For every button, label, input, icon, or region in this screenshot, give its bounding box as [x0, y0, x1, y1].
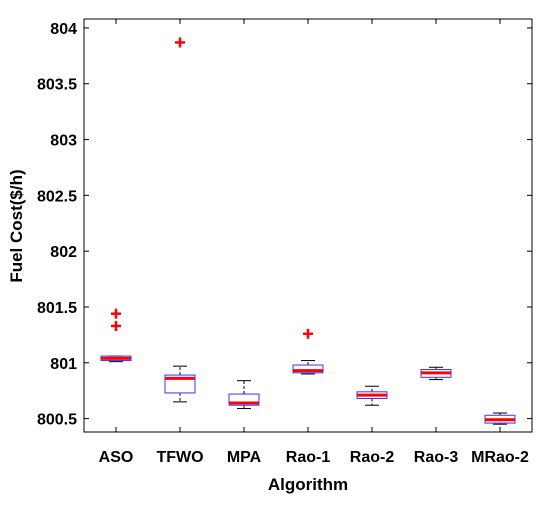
x-tick-label: Rao-1 [286, 449, 331, 466]
y-axis-label: Fuel Cost($/h) [7, 169, 26, 282]
box-iqr [164, 374, 196, 394]
outlier-marker [175, 37, 185, 48]
x-axis: ASO TFWO MPA Rao-1 Rao-2 Rao-3 MRao-2 [99, 19, 529, 466]
x-axis-label: Algorithm [268, 475, 348, 494]
box-tfwo [164, 37, 196, 403]
y-tick-label: 803 [50, 133, 77, 150]
y-tick-label: 801.5 [37, 300, 77, 317]
box-rao-1 [292, 328, 324, 375]
x-tick-label: TFWO [156, 449, 203, 466]
box-aso [100, 308, 132, 363]
y-tick-label: 804 [50, 21, 77, 38]
box-rao-3 [420, 366, 452, 381]
y-tick-label: 803.5 [37, 77, 77, 94]
x-tick-label: ASO [99, 449, 134, 466]
outlier-marker [303, 328, 313, 339]
outlier-marker [111, 320, 121, 331]
box-mpa [228, 380, 260, 410]
x-tick-label: Rao-2 [350, 449, 395, 466]
y-tick-label: 800.5 [37, 412, 77, 429]
box-mrao-2 [484, 412, 516, 425]
box-rao-2 [356, 385, 388, 406]
x-tick-label: MRao-2 [471, 449, 529, 466]
x-tick-label: MPA [227, 449, 262, 466]
box-iqr [292, 364, 324, 374]
box-iqr [228, 393, 260, 406]
outlier-marker [111, 308, 121, 319]
y-axis: 800.5 801 801.5 802 802.5 803 803.5 804 [37, 21, 532, 429]
y-tick-label: 802 [50, 244, 77, 261]
y-tick-label: 801 [50, 356, 77, 373]
y-tick-label: 802.5 [37, 188, 77, 205]
x-tick-label: Rao-3 [414, 449, 459, 466]
chart-marks [100, 37, 516, 425]
